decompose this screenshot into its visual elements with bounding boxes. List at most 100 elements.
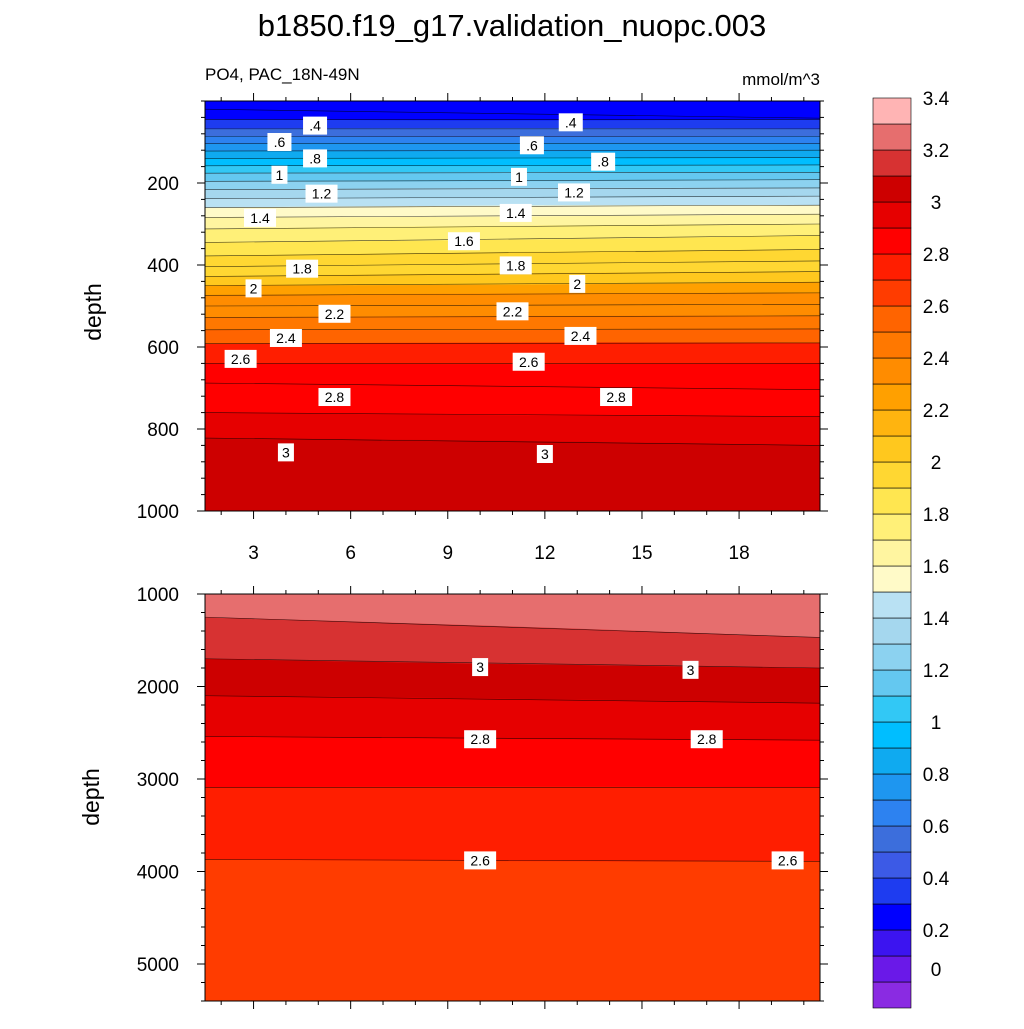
- colorbar-swatch: [872, 643, 912, 671]
- y-tick-label: 3000: [137, 770, 179, 791]
- upper-y-axis-label: depth: [80, 283, 106, 341]
- contour-label-box: [558, 183, 590, 202]
- contour-label-box: [464, 851, 497, 870]
- contour-label-box: [277, 443, 294, 462]
- lower-contour-line: [205, 736, 820, 741]
- colorbar: 0 0.2 0.4 0.6 0.8 1 1.2 1.4 1.6 1.8 2 2.2 2.4 2.6 2.8 3…: [872, 89, 950, 1009]
- colorbar-swatch: [872, 513, 912, 541]
- contour-label: 2.6: [231, 351, 251, 367]
- colorbar-tick-label: 2.4: [923, 349, 950, 370]
- lower-contour-line: [205, 658, 820, 669]
- contour-label-box: [499, 256, 532, 275]
- contour-label: 3: [476, 659, 484, 675]
- contour-label: .4: [565, 114, 577, 130]
- upper-contour-line: [205, 223, 820, 230]
- lower-panel: 3 3 2.8 2.8 2.6 2.6 1000 2000 3000 4000 5000: [137, 585, 828, 1009]
- upper-contour-line: [205, 157, 820, 159]
- colorbar-tick-label: 1.8: [923, 505, 949, 526]
- contour-label: 1: [515, 169, 523, 185]
- colorbar-tick-label: 1: [931, 713, 942, 734]
- colorbar-swatch: [872, 955, 912, 983]
- contour-label: 2.4: [571, 328, 591, 344]
- contour-label: 2.6: [778, 852, 798, 868]
- left-subtitle: PO4, PAC_18N-49N: [205, 65, 360, 84]
- colorbar-swatch: [872, 227, 912, 255]
- contour-label-box: [244, 208, 277, 227]
- colorbar-swatch: [872, 539, 912, 567]
- contour-label: 3: [687, 662, 695, 678]
- contour-label: 1.2: [564, 184, 584, 200]
- colorbar-swatch: [872, 851, 912, 879]
- contour-label: 2.8: [697, 731, 717, 747]
- colorbar-swatch: [872, 591, 912, 619]
- x-tick-label: 18: [729, 543, 750, 564]
- contour-label: 2.2: [325, 306, 345, 322]
- lower-y-axis-label: depth: [78, 768, 104, 826]
- colorbar-swatch: [872, 617, 912, 645]
- colorbar-swatch: [872, 305, 912, 333]
- contour-label: 1: [276, 167, 284, 183]
- contour-label: 2.4: [276, 330, 296, 346]
- upper-contour-line: [205, 249, 820, 257]
- contour-label-box: [318, 304, 351, 323]
- colorbar-swatch: [872, 669, 912, 697]
- contour-label-box: [536, 445, 553, 464]
- contour-label: 1.4: [506, 205, 526, 221]
- contour-label-box: [286, 259, 319, 278]
- colorbar-tick-label: 2.6: [923, 297, 949, 318]
- colorbar-swatch: [872, 799, 912, 827]
- contour-label-box: [224, 349, 257, 368]
- contour-label: 2.8: [470, 731, 490, 747]
- upper-contour-line: [205, 412, 820, 417]
- contour-label-box: [267, 133, 292, 151]
- colorbar-swatch: [872, 409, 912, 437]
- colorbar-swatch: [872, 825, 912, 853]
- contour-label: 2.6: [519, 354, 539, 370]
- contour-label-box: [447, 232, 480, 251]
- y-tick-label: 1000: [137, 585, 179, 606]
- colorbar-tick-label: 1.6: [923, 557, 949, 578]
- lower-contour-line: [205, 616, 820, 638]
- contour-label-box: [519, 136, 544, 155]
- colorbar-tick-label: 0.6: [923, 817, 949, 838]
- colorbar-swatch: [872, 201, 912, 229]
- upper-contour-line: [205, 108, 820, 119]
- contour-label: .4: [309, 118, 321, 134]
- contour-label-box: [558, 113, 583, 132]
- contour-label: 1.8: [506, 257, 526, 273]
- y-tick-label: 4000: [137, 863, 179, 884]
- contour-label: 1.8: [292, 261, 312, 277]
- lower-contour-line: [205, 695, 820, 704]
- contour-label-box: [569, 274, 586, 293]
- colorbar-swatch: [872, 279, 912, 307]
- colorbar-tick-label: 3.4: [923, 89, 950, 110]
- contour-label-box: [682, 660, 699, 679]
- colorbar-tick-label: 0.8: [923, 765, 949, 786]
- colorbar-swatch: [872, 981, 912, 1009]
- y-tick-label: 2000: [137, 678, 179, 699]
- colorbar-swatch: [872, 435, 912, 463]
- contour-label: 1.2: [312, 186, 332, 202]
- colorbar-tick-label: 0.4: [923, 869, 950, 890]
- y-tick-label: 5000: [137, 955, 179, 976]
- contour-label-box: [499, 203, 532, 222]
- upper-contour-line: [205, 195, 820, 199]
- colorbar-tick-label: 2: [931, 453, 942, 474]
- colorbar-tick-label: 1.4: [923, 609, 950, 630]
- colorbar-swatch: [872, 695, 912, 723]
- colorbar-swatch: [872, 565, 912, 593]
- colorbar-swatch: [872, 877, 912, 905]
- x-tick-label: 12: [534, 543, 555, 564]
- upper-panel: .4 .4 .6 .6 .8 .8 1 1 1.2 1.2 1.4 1.4 1.6 1.8 1.8 2 2 2.2…: [137, 93, 828, 564]
- contour-label-box: [771, 851, 804, 870]
- contour-label: 2.6: [470, 852, 490, 868]
- contour-label: 1.6: [454, 233, 474, 249]
- contour-label-box: [464, 730, 497, 749]
- y-tick-label: 800: [147, 420, 179, 441]
- y-tick-label: 600: [147, 338, 179, 359]
- contour-label: 3: [282, 444, 290, 460]
- colorbar-swatch: [872, 773, 912, 801]
- colorbar-swatch: [872, 331, 912, 359]
- colorbar-swatch: [872, 123, 912, 151]
- contour-label: .6: [526, 137, 538, 153]
